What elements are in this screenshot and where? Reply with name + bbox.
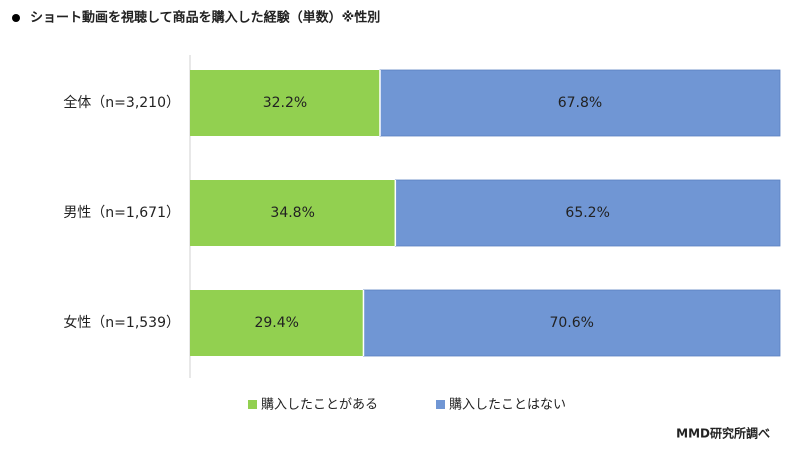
title-bullet <box>12 14 20 22</box>
value-label: 65.2% <box>565 205 609 221</box>
bar-segment <box>379 69 781 137</box>
value-label: 29.4% <box>254 315 298 331</box>
legend-label: 購入したことがある <box>261 398 378 413</box>
legend-label: 購入したことはない <box>449 398 566 413</box>
legend-swatch <box>436 400 445 409</box>
value-label: 34.8% <box>270 205 314 221</box>
category-label: 女性（n=1,539） <box>63 314 180 331</box>
value-label: 32.2% <box>263 95 307 111</box>
bar-segment <box>363 289 781 357</box>
bar-segment <box>190 70 380 136</box>
bar-segment <box>190 290 364 356</box>
value-label: 67.8% <box>558 95 602 111</box>
category-label: 全体（n=3,210） <box>63 94 180 111</box>
bar-segment <box>394 179 781 247</box>
category-label: 男性（n=1,671） <box>63 205 180 221</box>
source-note: MMD研究所調べ <box>676 426 770 441</box>
legend-swatch <box>248 400 257 409</box>
chart-title: ショート動画を視聴して商品を購入した経験（単数）※性別 <box>30 10 380 26</box>
value-label: 70.6% <box>549 315 593 331</box>
bar-segment <box>190 180 396 246</box>
